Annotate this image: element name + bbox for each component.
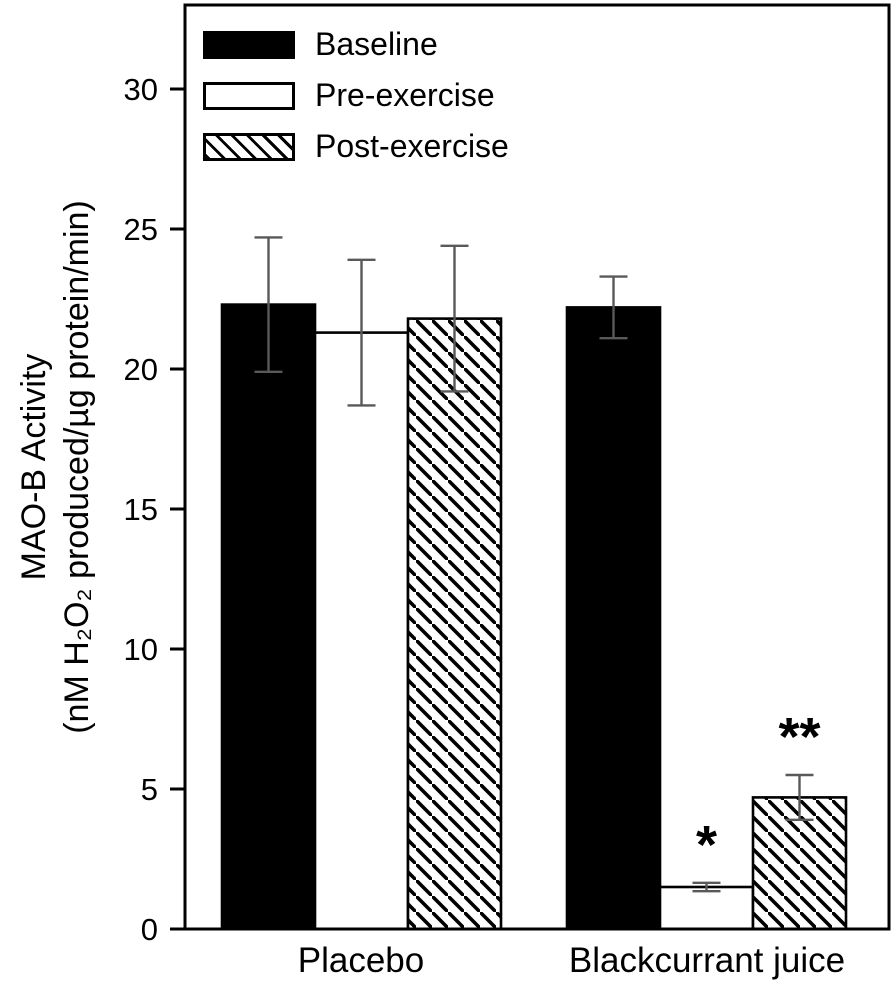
significance-marker: ** <box>778 707 820 767</box>
legend-label-baseline: Baseline <box>315 26 438 62</box>
legend-label-post-exercise: Post-exercise <box>315 128 509 164</box>
legend-item-baseline: Baseline <box>203 26 509 63</box>
y-tick-label: 5 <box>141 772 158 807</box>
y-tick-label: 0 <box>141 912 158 947</box>
bar-baseline-placebo <box>220 303 317 931</box>
pre-exercise-swatch-icon <box>203 81 295 110</box>
significance-marker: * <box>696 815 717 875</box>
bar-pre-exercise-blackcurrant <box>658 885 755 931</box>
y-tick-label: 20 <box>124 352 158 387</box>
bar-baseline-blackcurrant <box>565 306 662 931</box>
legend-item-post-exercise: Post-exercise <box>203 128 509 165</box>
y-tick-label: 30 <box>124 72 158 107</box>
y-tick-label: 15 <box>124 492 158 527</box>
bar-post-exercise-placebo <box>406 317 503 931</box>
x-category-blackcurrant-juice: Blackcurrant juice <box>568 941 846 980</box>
y-tick-label: 10 <box>124 632 158 667</box>
plot-frame <box>183 3 891 931</box>
post-exercise-swatch-icon <box>203 132 295 161</box>
legend-label-pre-exercise: Pre-exercise <box>315 77 495 113</box>
baseline-swatch-icon <box>203 30 295 59</box>
y-axis-label: MAO-B Activity (nM H₂O₂ produced/µg prot… <box>13 2 101 932</box>
x-category-placebo: Placebo <box>297 941 425 980</box>
y-axis-label-line1: MAO-B Activity <box>15 353 53 581</box>
legend-item-pre-exercise: Pre-exercise <box>203 77 509 114</box>
y-tick-label: 25 <box>124 212 158 247</box>
legend: Baseline Pre-exercise Post-exercise <box>203 26 509 179</box>
y-axis-label-line2: (nM H₂O₂ produced/µg protein/min) <box>58 200 96 734</box>
bar-pre-exercise-placebo <box>313 331 410 931</box>
